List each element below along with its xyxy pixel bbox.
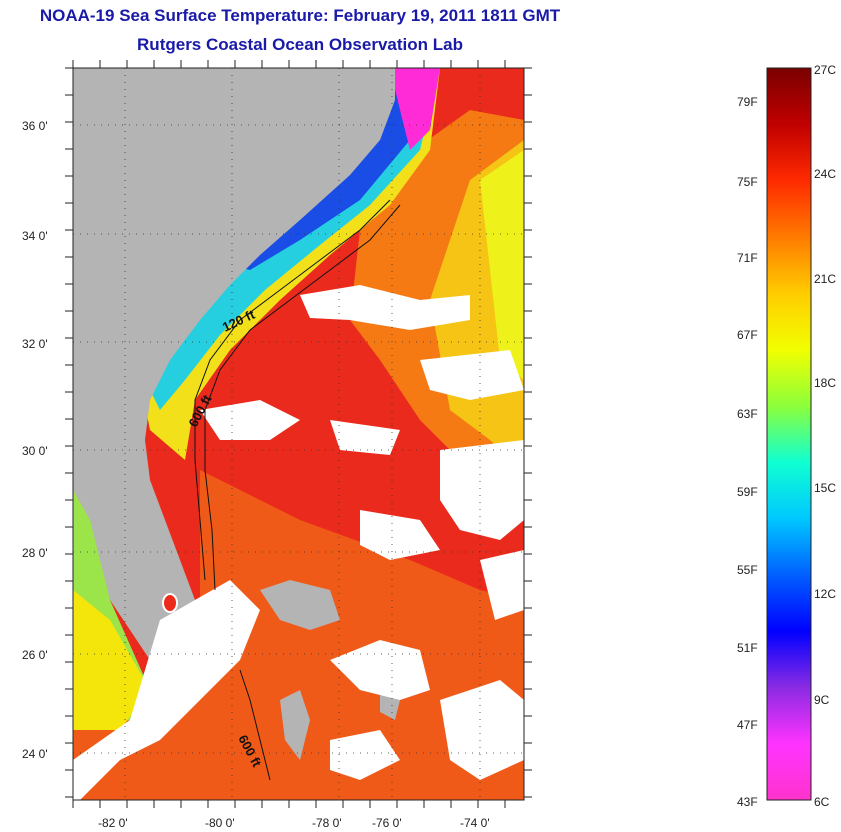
chart-title: NOAA-19 Sea Surface Temperature: Februar… [39,6,561,25]
cloud-2 [200,400,300,440]
land-bahamas-1 [260,580,340,630]
lat-label-26: 26 0' [22,648,48,662]
lat-label-32: 32 0' [22,337,48,351]
cloud-8 [330,640,430,700]
ocean-pale-yellow [480,150,524,380]
ocean-south-orange [73,470,524,800]
land-mainland [73,68,395,705]
lake-okeechobee [162,593,178,613]
map-imagery [73,68,524,800]
lon-label-76: -76 0' [372,816,402,830]
graticule [73,68,524,800]
lon-label-78: -78 0' [312,816,342,830]
land-bahamas-2 [280,690,310,760]
chart-subtitle: Rutgers Coastal Ocean Observation Lab [137,35,463,54]
cloud-10 [330,730,400,780]
lat-label-24: 24 0' [22,747,48,761]
cloud-3 [420,350,524,400]
cloud-9 [440,680,524,780]
cloud-6 [360,510,440,560]
cloud-5 [440,440,524,540]
isobath-120ft [194,199,391,581]
lat-label-34: 34 0' [22,229,48,243]
map-frame [72,67,525,801]
lon-label-80: -80 0' [205,816,235,830]
magenta-patch [390,68,440,150]
cloud-1 [300,285,470,330]
cloud-11 [480,550,524,620]
isobath-600ft-south [239,669,271,781]
gulf-yellow-region [73,590,150,730]
lat-label-36: 36 0' [22,119,48,133]
lat-label-28: 28 0' [22,546,48,560]
lat-label-30: 30 0' [22,444,48,458]
tick-marks [65,60,532,808]
cloud-7 [73,580,260,800]
cloud-4 [330,420,400,455]
lon-label-82: -82 0' [98,816,128,830]
lon-label-74: -74 0' [460,816,490,830]
isobath-600ft [204,204,401,591]
